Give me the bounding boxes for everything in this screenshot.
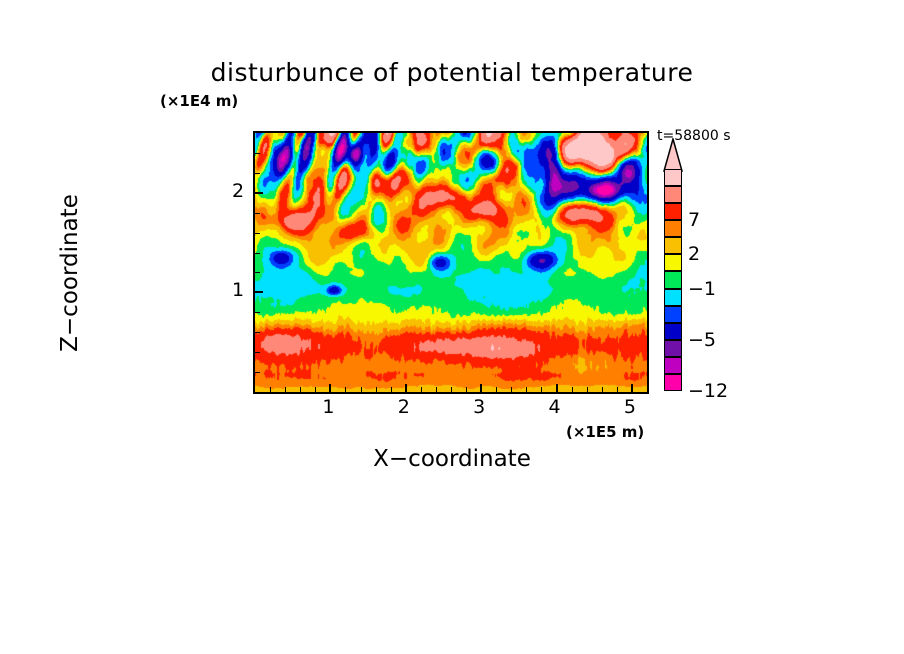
y-tick-major (255, 291, 263, 294)
x-tick-minor (496, 387, 498, 392)
colorbar-band (664, 220, 682, 238)
colorbar-band (664, 356, 682, 374)
x-tick-label: 4 (548, 396, 561, 418)
x-tick-label: 3 (473, 396, 486, 418)
colorbar-tick-label: −1 (688, 277, 717, 300)
y-tick-minor (255, 372, 260, 374)
y-tick-major (255, 191, 263, 194)
temperature-field-heatmap (255, 133, 647, 392)
x-tick-minor (451, 387, 452, 392)
y-tick-minor (255, 172, 260, 174)
x-tick-major (404, 384, 407, 392)
x-tick-minor (541, 387, 543, 392)
colorbar-band (664, 271, 682, 289)
colorbar-tick-label: −12 (688, 380, 729, 402)
x-axis-unit-label: (×1E5 m) (566, 423, 645, 441)
colorbar-band (664, 339, 682, 357)
x-tick-label: 5 (623, 396, 636, 418)
x-tick-label: 2 (397, 396, 410, 418)
x-tick-major (480, 384, 483, 392)
plot-area (253, 131, 649, 394)
y-tick-minor (255, 252, 260, 254)
y-tick-label: 1 (232, 279, 245, 302)
y-axis-title: Z−coordinate (57, 194, 83, 352)
y-tick-minor (255, 152, 260, 154)
colorbar-band (664, 169, 682, 187)
x-tick-minor (435, 387, 437, 392)
y-tick-minor (255, 272, 260, 274)
x-tick-minor (375, 387, 377, 392)
colorbar-band (664, 305, 682, 323)
x-tick-major (329, 384, 332, 392)
colorbar-tick-label: 7 (688, 209, 701, 232)
x-tick-minor (586, 387, 588, 392)
z-axis-unit-label: (×1E4 m) (160, 92, 239, 110)
x-tick-label: 1 (322, 396, 335, 418)
colorbar-band (664, 186, 682, 204)
x-tick-minor (390, 387, 392, 392)
colorbar-band (664, 322, 682, 340)
y-tick-minor (255, 332, 260, 334)
x-tick-minor (315, 387, 317, 392)
colorbar-top-arrow-icon (663, 138, 683, 172)
colorbar-tick-label: −5 (688, 328, 717, 351)
y-tick-minor (255, 232, 260, 234)
x-tick-minor (601, 387, 603, 392)
colorbar-band (664, 288, 682, 306)
y-tick-label: 2 (232, 179, 245, 202)
x-tick-minor (571, 387, 573, 392)
x-tick-minor (300, 387, 302, 392)
x-tick-minor (270, 387, 272, 392)
time-annotation: t=58800 s (657, 128, 731, 144)
y-tick-minor (255, 212, 260, 214)
page-title: disturbunce of potential temperature (210, 58, 694, 87)
x-tick-minor (616, 387, 618, 392)
colorbar-band (664, 237, 682, 255)
x-tick-minor (526, 387, 528, 392)
colorbar-band (664, 254, 682, 272)
x-tick-minor (466, 387, 468, 392)
x-tick-minor (420, 387, 422, 392)
x-axis-title: X−coordinate (373, 446, 531, 472)
x-tick-minor (285, 387, 287, 392)
colorbar-band (664, 203, 682, 221)
x-tick-major (555, 384, 558, 392)
x-tick-minor (345, 387, 347, 392)
colorbar (664, 169, 682, 391)
colorbar-tick-label: 2 (688, 243, 701, 266)
y-tick-minor (255, 312, 260, 314)
x-tick-major (630, 384, 633, 392)
y-tick-minor (255, 352, 260, 354)
x-tick-minor (360, 387, 362, 392)
x-tick-minor (511, 387, 513, 392)
colorbar-band (664, 373, 682, 391)
